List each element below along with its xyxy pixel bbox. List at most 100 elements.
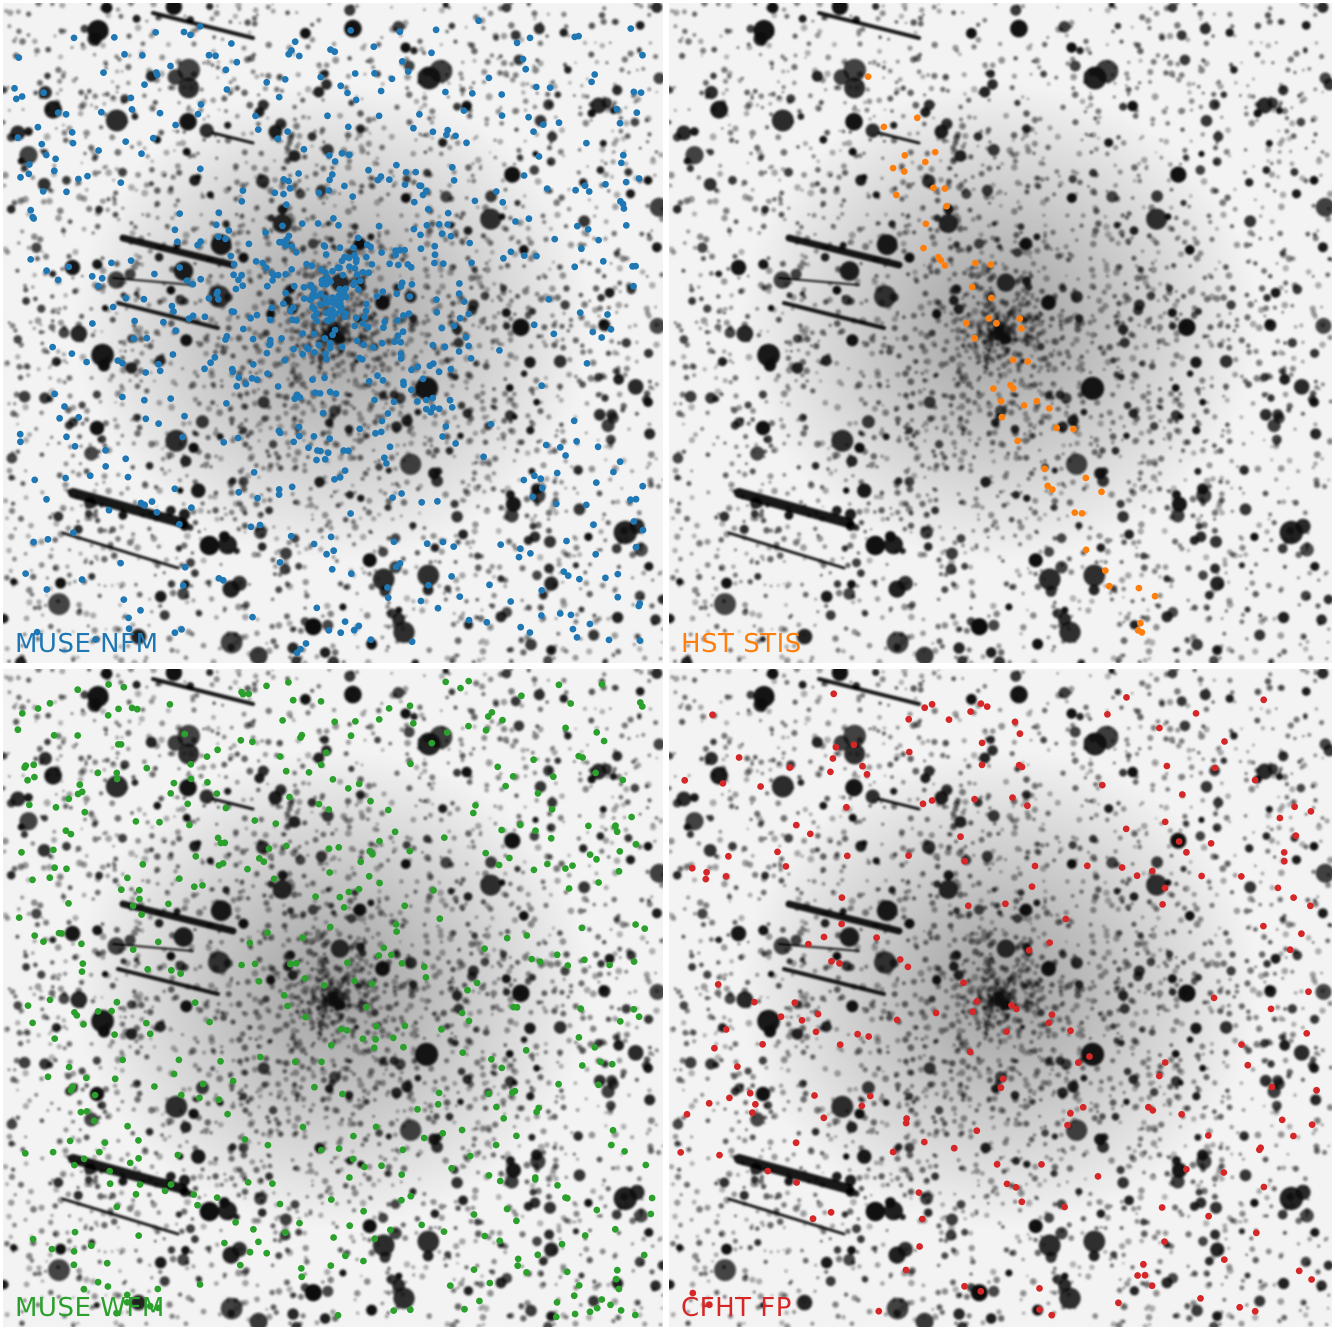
source-marker: [197, 101, 205, 108]
source-marker: [400, 312, 407, 319]
source-marker: [390, 1307, 398, 1314]
source-marker: [1307, 902, 1314, 910]
source-marker: [21, 764, 28, 771]
source-marker: [368, 261, 376, 268]
source-marker: [196, 23, 204, 30]
source-marker: [97, 108, 105, 116]
source-marker: [69, 139, 77, 147]
source-marker: [390, 538, 398, 546]
source-marker: [968, 283, 976, 291]
source-marker: [438, 230, 446, 238]
source-marker: [1122, 825, 1130, 833]
source-marker: [538, 484, 546, 492]
source-marker: [620, 205, 628, 212]
source-marker: [94, 1278, 102, 1286]
source-marker: [222, 336, 229, 343]
source-marker: [850, 741, 858, 749]
source-marker: [562, 865, 569, 872]
source-marker: [440, 834, 448, 841]
source-marker: [440, 1228, 448, 1235]
source-marker: [915, 1189, 923, 1196]
source-marker: [460, 298, 468, 305]
source-marker: [114, 741, 122, 748]
source-marker: [167, 1181, 175, 1188]
source-marker: [264, 370, 271, 377]
source-marker: [1067, 1109, 1074, 1117]
source-marker: [329, 776, 337, 783]
source-marker: [896, 956, 904, 963]
source-marker: [873, 934, 880, 941]
source-marker: [102, 446, 109, 454]
source-marker: [1161, 1238, 1168, 1245]
source-marker: [312, 893, 319, 900]
source-marker: [595, 236, 602, 244]
source-marker: [115, 705, 122, 713]
source-marker: [165, 900, 172, 908]
source-marker: [371, 1235, 378, 1243]
source-marker: [296, 432, 303, 440]
source-marker: [299, 350, 307, 358]
source-markers: [677, 690, 1320, 1319]
source-marker: [1298, 930, 1305, 938]
source-marker: [135, 886, 143, 894]
source-marker: [341, 253, 348, 261]
source-marker: [590, 521, 597, 528]
source-marker: [752, 1100, 759, 1108]
source-marker: [583, 139, 590, 147]
source-marker: [973, 997, 981, 1005]
source-marker: [142, 369, 150, 376]
source-marker: [1278, 1116, 1286, 1124]
source-marker: [350, 281, 357, 289]
source-marker: [722, 873, 730, 880]
source-marker: [398, 279, 406, 287]
source-marker: [49, 343, 56, 351]
source-marker: [1238, 1041, 1245, 1048]
source-marker: [290, 438, 298, 446]
source-marker: [405, 310, 413, 318]
source-marker: [978, 739, 986, 747]
source-marker: [419, 375, 427, 383]
source-marker: [377, 87, 385, 95]
source-marker: [550, 330, 558, 338]
source-marker: [997, 1084, 1005, 1092]
source-marker: [567, 611, 575, 619]
source-marker: [854, 1030, 861, 1038]
source-marker: [593, 729, 601, 736]
source-marker: [836, 1041, 844, 1048]
source-marker: [315, 800, 323, 808]
source-marker: [326, 435, 334, 443]
source-marker: [344, 89, 351, 97]
source-marker: [632, 262, 639, 270]
source-marker: [71, 1161, 78, 1169]
source-marker: [1221, 738, 1228, 745]
source-marker: [1220, 1169, 1228, 1176]
source-marker: [63, 188, 70, 196]
source-marker: [175, 1056, 183, 1064]
source-marker: [337, 306, 345, 314]
source-marker: [50, 731, 58, 739]
source-marker: [215, 575, 223, 582]
source-marker: [414, 398, 421, 405]
source-marker: [255, 1238, 262, 1246]
source-marker: [192, 852, 200, 860]
source-marker: [426, 362, 434, 370]
source-marker: [149, 134, 157, 142]
source-marker: [461, 1305, 468, 1313]
source-marker: [375, 952, 383, 959]
source-marker: [627, 496, 634, 504]
source-marker: [1163, 762, 1171, 770]
source-marker: [931, 148, 939, 156]
source-marker: [533, 252, 540, 260]
source-marker: [230, 271, 238, 279]
source-marker: [495, 861, 503, 869]
source-marker: [246, 1248, 254, 1256]
source-marker: [829, 755, 837, 762]
source-marker: [1268, 1083, 1276, 1091]
source-marker: [466, 1152, 474, 1160]
source-marker: [635, 1013, 643, 1021]
source-marker: [94, 1008, 102, 1015]
source-marker: [600, 737, 608, 745]
source-marker: [423, 540, 431, 548]
source-marker: [705, 1099, 713, 1107]
source-marker: [516, 545, 524, 553]
